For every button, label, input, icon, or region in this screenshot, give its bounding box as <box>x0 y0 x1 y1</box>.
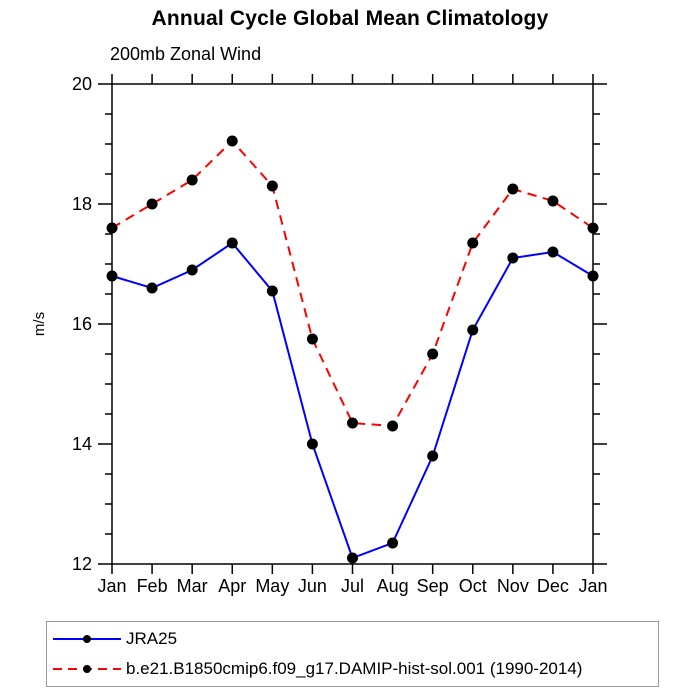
data-point <box>547 246 559 258</box>
x-tick-label: Dec <box>537 576 569 596</box>
y-tick-label: 14 <box>72 434 92 454</box>
chart-title: Annual Cycle Global Mean Climatology <box>151 7 549 30</box>
chart-subtitle: 200mb Zonal Wind <box>110 44 262 64</box>
data-point <box>467 237 479 249</box>
data-point <box>587 270 599 282</box>
x-tick-label: Jul <box>341 576 364 596</box>
series-line-1 <box>111 139 594 428</box>
x-tick-label: Sep <box>417 576 449 596</box>
data-point <box>146 198 158 210</box>
x-tick-label: Feb <box>137 576 168 596</box>
data-point <box>467 324 479 336</box>
data-point <box>347 417 358 429</box>
legend-sample <box>53 665 121 673</box>
x-tick-label: Jan <box>97 576 126 596</box>
data-point <box>186 174 198 186</box>
legend-marker-icon <box>83 635 91 643</box>
x-tick-label: Aug <box>377 576 409 596</box>
legend-item: JRA25 <box>53 624 658 654</box>
y-tick-label: 16 <box>72 314 92 334</box>
plot-frame <box>111 83 594 565</box>
legend-item: b.e21.B1850cmip6.f09_g17.DAMIP-hist-sol.… <box>53 654 658 684</box>
data-point <box>387 420 399 432</box>
data-point <box>226 237 238 249</box>
x-tick-label: Jan <box>578 576 607 596</box>
data-point <box>106 222 118 234</box>
x-tick-label: Oct <box>459 576 487 596</box>
data-point <box>106 270 118 282</box>
legend-marker-icon <box>83 665 91 673</box>
data-point <box>427 450 439 462</box>
legend-label: JRA25 <box>126 629 178 648</box>
data-point <box>266 180 278 192</box>
x-tick-label: Apr <box>218 576 246 596</box>
legend-sample <box>53 635 121 643</box>
data-point <box>507 183 519 195</box>
x-tick-label: May <box>255 576 289 596</box>
y-tick-label: 18 <box>72 194 92 214</box>
data-point <box>306 333 318 345</box>
x-tick-label: Mar <box>177 576 208 596</box>
data-point <box>306 438 318 450</box>
y-tick-label: 12 <box>72 554 92 574</box>
y-tick-label: 20 <box>72 74 92 94</box>
data-point <box>226 135 238 147</box>
data-point <box>587 222 599 234</box>
x-tick-label: Nov <box>497 576 529 596</box>
data-point <box>507 252 519 264</box>
data-point <box>427 348 439 360</box>
legend-label: b.e21.B1850cmip6.f09_g17.DAMIP-hist-sol.… <box>126 659 583 678</box>
data-point <box>347 552 358 564</box>
y-axis-label: m/s <box>31 312 48 336</box>
data-point <box>186 264 198 276</box>
data-point <box>146 282 158 294</box>
data-point <box>387 537 399 549</box>
data-point <box>547 195 559 207</box>
legend-box: JRA25 b.e21.B1850cmip6.f09_g17.DAMIP-hist… <box>46 621 659 687</box>
series-line-0 <box>111 241 594 560</box>
legend-rows: JRA25 b.e21.B1850cmip6.f09_g17.DAMIP-hist… <box>53 624 658 684</box>
x-tick-label: Jun <box>298 576 327 596</box>
data-point <box>266 285 278 297</box>
